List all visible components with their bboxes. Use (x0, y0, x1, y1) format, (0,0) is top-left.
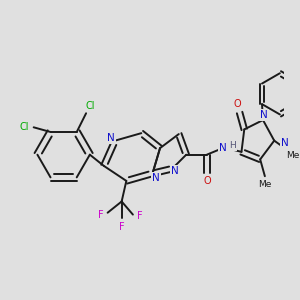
Text: N: N (152, 173, 160, 183)
Text: O: O (203, 176, 211, 186)
Text: H: H (229, 141, 236, 150)
Text: N: N (281, 137, 289, 148)
Text: N: N (171, 166, 179, 176)
Text: F: F (119, 222, 124, 232)
Text: O: O (234, 99, 242, 109)
Text: O: O (234, 99, 242, 109)
Text: H: H (229, 141, 236, 150)
Text: N: N (219, 143, 226, 153)
Text: N: N (281, 137, 289, 148)
Text: Cl: Cl (85, 101, 94, 111)
Text: Cl: Cl (85, 101, 94, 111)
Text: N: N (219, 143, 226, 153)
Text: Cl: Cl (20, 122, 29, 132)
Text: Me: Me (286, 151, 300, 160)
Text: F: F (136, 212, 142, 221)
Text: N: N (260, 110, 268, 120)
Text: F: F (98, 210, 104, 220)
Text: F: F (119, 222, 124, 232)
Text: Me: Me (258, 180, 272, 189)
Text: N: N (107, 133, 115, 143)
Text: N: N (107, 133, 115, 143)
Text: F: F (136, 212, 142, 221)
Text: Me: Me (286, 151, 300, 160)
Text: N: N (152, 173, 160, 183)
Text: Cl: Cl (20, 122, 29, 132)
Text: Me: Me (258, 180, 272, 189)
Text: O: O (203, 176, 211, 186)
Text: N: N (171, 166, 179, 176)
Text: N: N (260, 110, 268, 120)
Text: F: F (98, 210, 104, 220)
